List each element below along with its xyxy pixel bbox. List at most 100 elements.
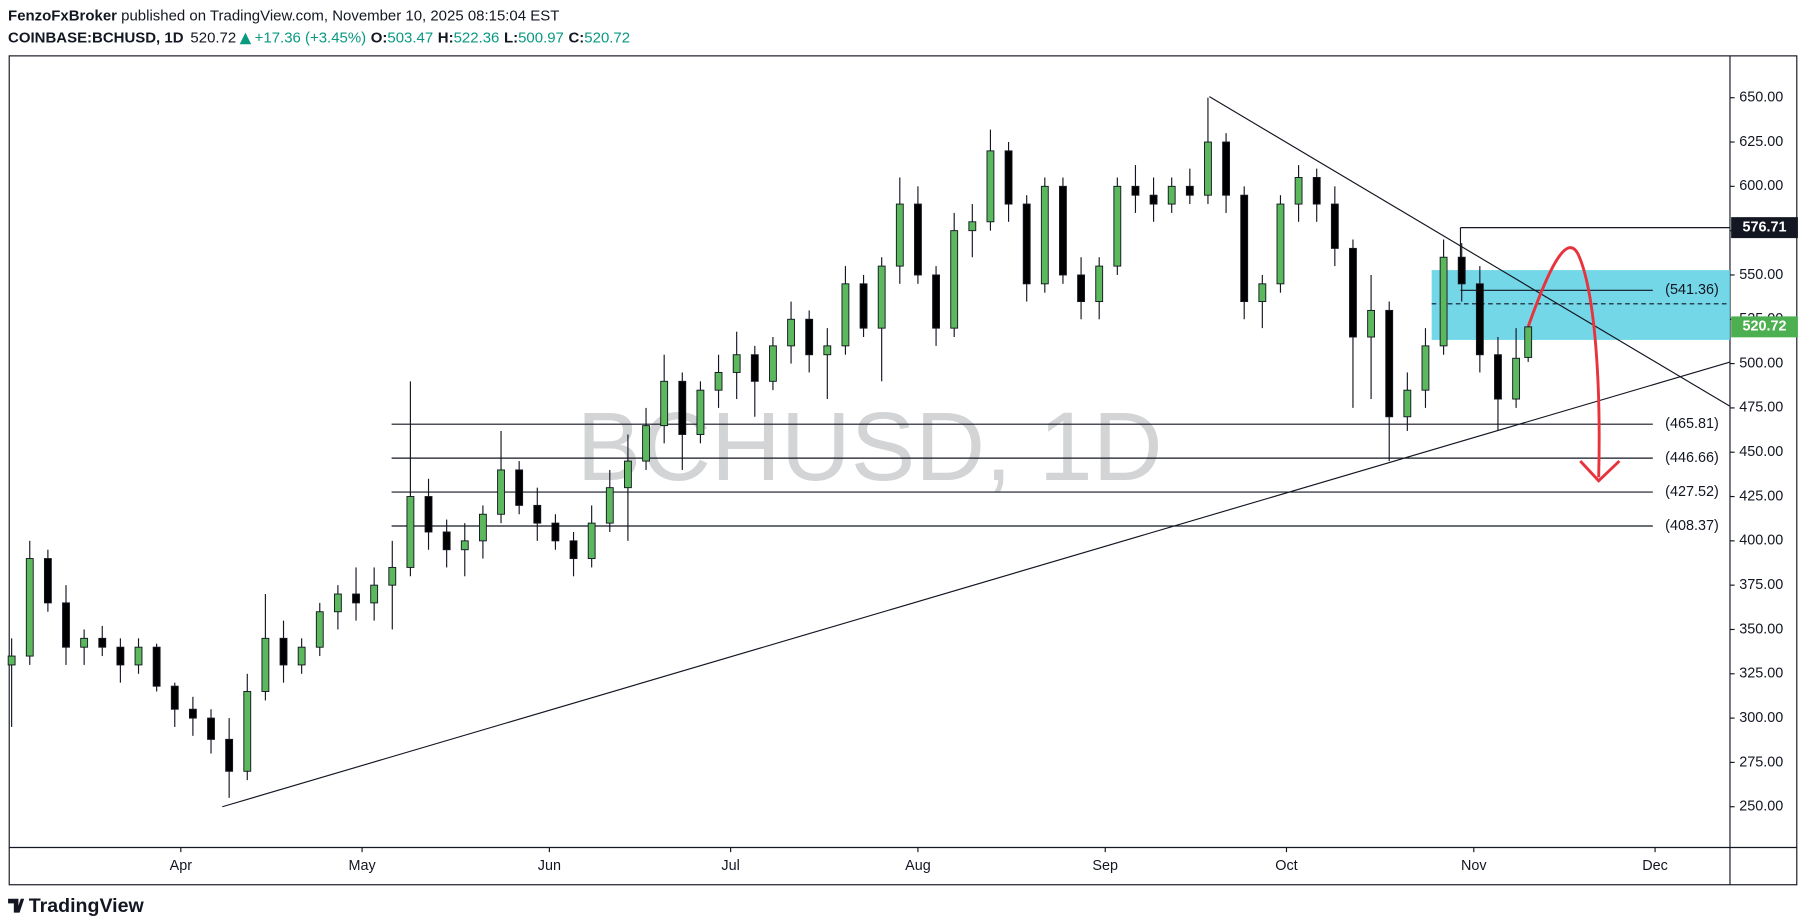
candle-body (642, 425, 650, 462)
y-tick-label: 275.00 (1739, 754, 1783, 770)
y-tick-label: 400.00 (1739, 533, 1783, 549)
y-tick-label: 300.00 (1739, 710, 1783, 726)
candle-body (1131, 185, 1140, 196)
candle-body (207, 717, 215, 740)
candle-body (859, 283, 868, 329)
y-tick-label: 600.00 (1739, 178, 1783, 194)
candle-body (388, 566, 397, 586)
publisher: FenzoFxBroker (8, 7, 117, 24)
last-price-box (1731, 316, 1798, 338)
y-tick-label: 475.00 (1739, 400, 1783, 416)
candle-body (80, 637, 89, 648)
x-tick-label: Aug (905, 858, 931, 874)
arrow-head (1579, 459, 1621, 483)
candle-body (25, 558, 34, 657)
y-tick-label: 550.00 (1739, 267, 1783, 283)
brand-name: TradingView (29, 895, 145, 917)
y-tick-label: 425.00 (1739, 488, 1783, 504)
last-price-label: 520.72 (1743, 319, 1787, 335)
candle-body (551, 522, 560, 542)
candle-body (787, 318, 795, 347)
level-label: (427.52) (1665, 484, 1719, 500)
ohlc-key: H: (438, 29, 454, 46)
level-label: (541.36) (1665, 282, 1719, 298)
candle-body (297, 646, 306, 666)
candle-body (1222, 141, 1230, 196)
candle-body (1512, 357, 1521, 400)
y-tick-label: 375.00 (1739, 577, 1783, 593)
candle-body (225, 738, 234, 772)
candle-body (1439, 256, 1448, 347)
x-tick-label: Jun (538, 858, 561, 874)
candle-body (696, 389, 705, 435)
candle-body (1349, 247, 1357, 338)
candle-body (1113, 185, 1122, 267)
ohlc-value: 522.36 (454, 29, 500, 46)
symbol: COINBASE:BCHUSD, 1D (8, 29, 184, 46)
marker-box (1731, 217, 1798, 239)
candle-body (62, 602, 70, 648)
candle-body (1095, 265, 1104, 303)
candle-body (1149, 194, 1158, 205)
candle-body (478, 513, 487, 542)
y-tick-label: 650.00 (1739, 89, 1783, 105)
level-label-bg (1655, 448, 1729, 468)
header-line-1: FenzoFxBroker published on TradingView.c… (8, 7, 559, 24)
ohlc-key: L: (504, 29, 518, 46)
candle-body (116, 646, 125, 666)
header-line-2: COINBASE:BCHUSD, 1D 520.72 +17.36 (+3.45%)… (8, 29, 630, 46)
candle-body (895, 203, 904, 267)
candle-body (986, 150, 995, 223)
candle-body (1276, 203, 1285, 285)
candle-body (1421, 345, 1430, 391)
y-tick-label: 450.00 (1739, 444, 1783, 460)
level-label-bg (1655, 414, 1729, 434)
projection-arrow (1527, 246, 1601, 478)
marker-label: 576.71 (1743, 219, 1787, 235)
candles (7, 97, 1533, 798)
candle-body (333, 593, 342, 613)
candle-body (43, 558, 52, 604)
brand-logo (8, 898, 25, 913)
level-label: (446.66) (1665, 450, 1719, 466)
candle-body (950, 230, 959, 329)
candle-body (1312, 177, 1321, 205)
up-arrow (239, 32, 252, 45)
candle-body (1367, 309, 1376, 338)
x-tick-label: Nov (1461, 858, 1487, 874)
candle-body (624, 460, 632, 489)
candle-body (1004, 150, 1013, 205)
candle-body (769, 345, 777, 382)
x-tick-label: Dec (1642, 858, 1668, 874)
x-tick-label: Apr (170, 858, 193, 874)
candle-body (98, 637, 107, 648)
level-label: (408.37) (1665, 518, 1719, 534)
level-label-bg (1655, 516, 1729, 536)
candle-body (533, 504, 542, 524)
watermark: BCHUSD, 1D (577, 391, 1163, 501)
candle-body (134, 646, 143, 666)
candle-body (732, 354, 741, 373)
trendline (222, 361, 1731, 808)
candle-body (1204, 141, 1212, 196)
candle-body (877, 265, 886, 329)
candle-body (605, 487, 614, 524)
candle-body (1059, 185, 1067, 276)
candle-body (170, 685, 179, 710)
level-label-bg (1655, 482, 1729, 502)
ohlc-key: C: (569, 29, 585, 46)
candle-body (1077, 274, 1085, 303)
candle-body (678, 380, 687, 435)
candle-body (660, 380, 669, 427)
ohlc-key: O: (371, 29, 388, 46)
candle-body (515, 469, 524, 506)
y-tick-label: 350.00 (1739, 621, 1783, 637)
candle-body (968, 221, 977, 232)
candle-body (914, 203, 922, 276)
candle-body (1475, 283, 1484, 356)
candle-body (587, 522, 596, 560)
y-tick-label: 250.00 (1739, 799, 1783, 815)
candle-body (1294, 177, 1303, 205)
